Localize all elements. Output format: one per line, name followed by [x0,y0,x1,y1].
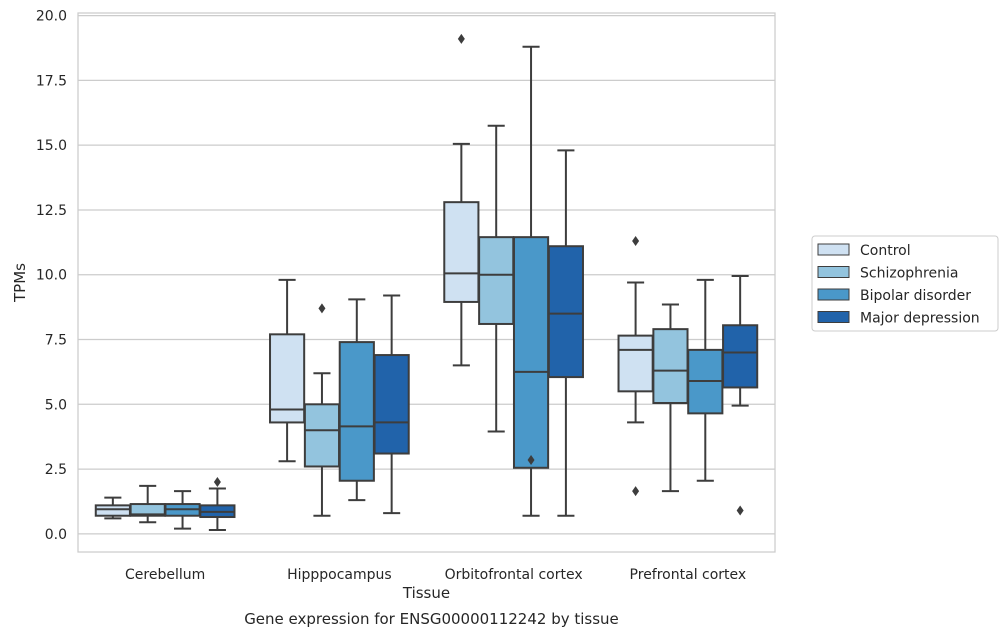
box-prefrontal-cortex-major-depression [722,275,759,516]
legend-swatch [817,311,850,323]
x-axis-ticks: Cerebellum Hipppocampus Orbitofrontal cort… [125,567,746,583]
box-hipppocampus-major-depression [373,294,410,515]
series-major-depression [199,149,759,531]
y-tick-label: 12.5 [36,203,67,219]
series-control [94,33,654,520]
legend-item-major-depression: Major depression [817,311,980,327]
legend-label: Bipolar disorder [860,288,971,304]
box-cerebellum-major-depression [199,477,236,531]
legend-label: Control [860,243,911,259]
box-orbitofrontal-cortex-schizophrenia [478,124,515,433]
box-iqr [617,334,654,393]
legend-item-bipolar-disorder: Bipolar disorder [817,288,971,304]
grid-lines [78,14,775,535]
x-tick-label: Prefrontal cortex [630,567,747,583]
legend-item-control: Control [817,243,911,259]
x-tick-label: Cerebellum [125,567,205,583]
outlier-point [736,505,744,516]
box-iqr [338,341,375,482]
legend-label: Major depression [860,311,980,327]
plot-area-frame [77,12,776,553]
outlier-point [527,455,535,466]
box-hipppocampus-schizophrenia [303,303,341,517]
box-iqr [722,324,759,389]
box-hipppocampus-control [269,278,306,463]
box-orbitofrontal-cortex-bipolar-disorder [512,45,550,517]
outlier-point [213,477,221,488]
box-cerebellum-control [94,496,131,520]
box-cerebellum-bipolar-disorder [164,490,201,530]
series-schizophrenia [129,124,689,524]
x-tick-label: Orbitofrontal cortex [445,567,583,583]
x-axis-label: Tissue [402,584,450,602]
box-orbitofrontal-cortex-control [443,33,480,367]
y-tick-label: 20.0 [36,9,67,25]
y-axis-ticks: 0.0 2.5 5.0 7.5 10.0 12.5 15.0 17.5 20.0 [36,9,67,543]
outlier-point [632,486,640,497]
box-iqr [478,236,515,325]
box-prefrontal-cortex-schizophrenia [652,303,689,493]
box-iqr [443,201,480,303]
legend-swatch [817,266,850,278]
box-cerebellum-schizophrenia [129,484,166,524]
x-tick-label: Hipppocampus [287,567,392,583]
y-tick-label: 7.5 [45,333,67,349]
box-prefrontal-cortex-bipolar-disorder [687,278,724,482]
legend-label: Schizophrenia [860,266,958,282]
legend: Control Schizophrenia Bipolar disorder Majo… [811,235,999,332]
legend-frame [811,235,999,332]
y-axis-label: TPMs [11,263,29,303]
chart-caption: Gene expression for ENSG00000112242 by t… [244,610,619,628]
y-tick-label: 0.0 [45,527,67,543]
legend-swatch [817,288,850,301]
box-series [94,33,759,531]
box-iqr [303,403,341,468]
legend-item-schizophrenia: Schizophrenia [817,266,958,282]
y-tick-label: 5.0 [45,397,67,413]
series-bipolar-disorder [164,45,724,530]
box-hipppocampus-bipolar-disorder [338,298,375,502]
y-tick-label: 2.5 [45,462,67,478]
box-iqr [547,245,584,379]
y-tick-label: 10.0 [36,268,67,284]
box-iqr [373,354,410,455]
legend-swatch [817,243,850,256]
outlier-point [632,236,640,247]
box-iqr [512,236,550,469]
outlier-point [457,33,465,44]
outlier-point [318,303,326,314]
y-tick-label: 17.5 [36,73,67,89]
y-tick-label: 15.0 [36,138,67,154]
box-iqr [94,504,131,517]
box-iqr [652,328,689,404]
box-orbitofrontal-cortex-major-depression [547,149,584,517]
box-iqr [269,333,306,424]
